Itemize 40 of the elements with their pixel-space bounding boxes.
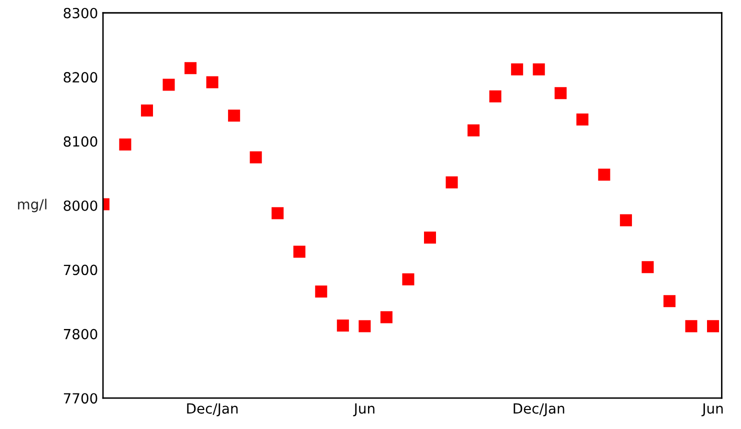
point: [250, 151, 262, 164]
point: [446, 176, 458, 188]
point: [642, 261, 654, 274]
point: [162, 78, 175, 91]
point: [489, 90, 502, 102]
point: [336, 320, 349, 332]
point: [511, 63, 524, 76]
y-tick-label: 8200: [64, 72, 98, 83]
y-axis-title: mg/l: [18, 198, 46, 212]
point: [206, 76, 218, 88]
point: [380, 311, 392, 324]
point: [184, 62, 197, 74]
point: [620, 214, 632, 226]
point: [119, 138, 132, 151]
point: [707, 320, 720, 332]
x-tick-label: Dec/Jan: [514, 403, 564, 416]
point: [140, 104, 153, 116]
y-tick-label: 7900: [64, 264, 98, 276]
point: [272, 207, 284, 220]
point: [402, 273, 414, 286]
point: [598, 168, 610, 181]
point: [358, 320, 371, 332]
y-tick-label: 7700: [64, 393, 98, 404]
x-tick-label: Jun: [353, 403, 374, 416]
y-tick-label: 7800: [64, 328, 98, 340]
y-tick-label: 8300: [64, 8, 98, 18]
point: [532, 63, 545, 76]
point: [685, 320, 698, 332]
point: [228, 110, 240, 122]
point: [293, 246, 306, 258]
point: [315, 286, 328, 298]
y-tick-label: 8000: [64, 200, 98, 211]
point: [468, 124, 480, 136]
point: [576, 113, 588, 126]
point: [424, 232, 436, 244]
point: [663, 295, 676, 308]
x-tick-label: Jun: [701, 403, 723, 416]
y-tick-label: 8100: [64, 136, 98, 147]
x-tick-label: Dec/Jan: [187, 403, 238, 416]
point: [554, 87, 567, 100]
